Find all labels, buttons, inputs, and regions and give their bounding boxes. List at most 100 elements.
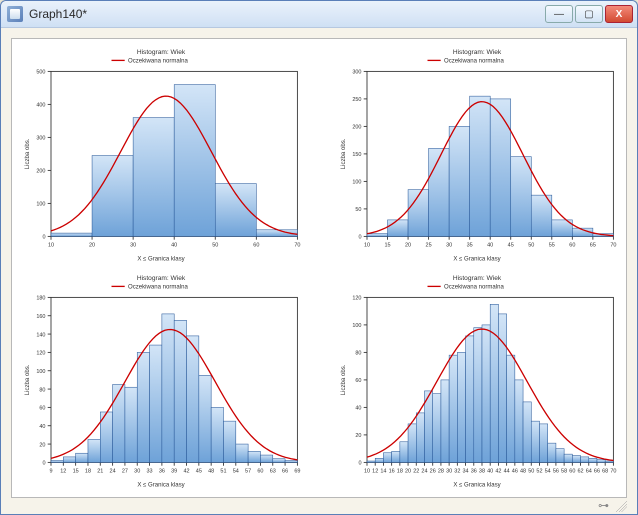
svg-text:52: 52 bbox=[536, 468, 542, 474]
svg-text:0: 0 bbox=[358, 235, 361, 241]
app-window: Graph140* — ▢ X Histogram: Wiek Oczekiwan… bbox=[0, 0, 638, 515]
svg-text:38: 38 bbox=[479, 468, 485, 474]
svg-text:300: 300 bbox=[36, 136, 45, 142]
svg-text:40: 40 bbox=[39, 424, 45, 430]
svg-text:80: 80 bbox=[355, 351, 361, 357]
svg-text:Histogram: Wiek: Histogram: Wiek bbox=[137, 275, 186, 282]
svg-text:140: 140 bbox=[36, 332, 45, 338]
svg-text:Liczba obs.: Liczba obs. bbox=[25, 364, 31, 395]
svg-text:Liczba obs.: Liczba obs. bbox=[341, 364, 347, 395]
svg-text:25: 25 bbox=[426, 242, 432, 248]
maximize-button[interactable]: ▢ bbox=[575, 5, 603, 23]
svg-text:30: 30 bbox=[446, 242, 452, 248]
svg-text:22: 22 bbox=[413, 468, 419, 474]
svg-text:48: 48 bbox=[208, 468, 214, 474]
svg-text:30: 30 bbox=[446, 468, 452, 474]
svg-text:200: 200 bbox=[36, 169, 45, 175]
svg-text:66: 66 bbox=[594, 468, 600, 474]
svg-text:55: 55 bbox=[549, 242, 555, 248]
svg-text:50: 50 bbox=[528, 242, 534, 248]
svg-text:54: 54 bbox=[233, 468, 239, 474]
svg-text:40: 40 bbox=[171, 242, 177, 248]
svg-text:120: 120 bbox=[352, 296, 361, 302]
svg-text:15: 15 bbox=[384, 242, 390, 248]
svg-text:69: 69 bbox=[294, 468, 300, 474]
svg-text:28: 28 bbox=[438, 468, 444, 474]
status-bar: ⊶ bbox=[598, 498, 627, 512]
svg-text:58: 58 bbox=[561, 468, 567, 474]
svg-text:60: 60 bbox=[355, 378, 361, 384]
svg-text:45: 45 bbox=[508, 242, 514, 248]
svg-text:70: 70 bbox=[610, 468, 616, 474]
svg-text:66: 66 bbox=[282, 468, 288, 474]
svg-text:Liczba obs.: Liczba obs. bbox=[25, 138, 31, 169]
svg-text:X ≤ Granica klasy: X ≤ Granica klasy bbox=[137, 257, 185, 263]
svg-text:100: 100 bbox=[352, 180, 361, 186]
svg-text:120: 120 bbox=[36, 351, 45, 357]
client-area: Histogram: WiekOczekiwana normalna 01002… bbox=[1, 28, 637, 514]
svg-text:50: 50 bbox=[528, 468, 534, 474]
chart-panel-3: Histogram: WiekOczekiwana normalna 02040… bbox=[334, 271, 620, 491]
chart-panel-1: Histogram: WiekOczekiwana normalna 05010… bbox=[334, 45, 620, 265]
svg-text:100: 100 bbox=[352, 323, 361, 329]
chart-panel-2: Histogram: Wiek Oczekiwana normalna 0 20 40… bbox=[18, 271, 304, 491]
svg-text:80: 80 bbox=[39, 387, 45, 393]
svg-text:9: 9 bbox=[49, 468, 52, 474]
svg-text:20: 20 bbox=[405, 468, 411, 474]
svg-text:Histogram: Wiek: Histogram: Wiek bbox=[453, 275, 502, 282]
svg-text:46: 46 bbox=[512, 468, 518, 474]
svg-text:45: 45 bbox=[196, 468, 202, 474]
svg-text:50: 50 bbox=[212, 242, 218, 248]
minimize-button[interactable]: — bbox=[545, 5, 573, 23]
svg-text:Oczekiwana normalna: Oczekiwana normalna bbox=[128, 285, 188, 291]
svg-text:27: 27 bbox=[122, 468, 128, 474]
svg-text:60: 60 bbox=[253, 242, 259, 248]
svg-text:54: 54 bbox=[545, 468, 551, 474]
svg-text:39: 39 bbox=[171, 468, 177, 474]
svg-text:33: 33 bbox=[146, 468, 152, 474]
svg-text:44: 44 bbox=[504, 468, 510, 474]
svg-text:0: 0 bbox=[358, 461, 361, 467]
svg-text:500: 500 bbox=[36, 70, 45, 76]
svg-text:12: 12 bbox=[372, 468, 378, 474]
svg-text:150: 150 bbox=[352, 152, 361, 158]
svg-text:20: 20 bbox=[89, 242, 95, 248]
svg-text:200: 200 bbox=[352, 125, 361, 131]
svg-text:160: 160 bbox=[36, 314, 45, 320]
svg-text:57: 57 bbox=[245, 468, 251, 474]
svg-text:68: 68 bbox=[602, 468, 608, 474]
svg-text:20: 20 bbox=[39, 442, 45, 448]
app-icon bbox=[7, 6, 23, 22]
svg-text:12: 12 bbox=[60, 468, 66, 474]
svg-text:26: 26 bbox=[430, 468, 436, 474]
svg-text:50: 50 bbox=[355, 207, 361, 213]
svg-text:21: 21 bbox=[97, 468, 103, 474]
close-button[interactable]: X bbox=[605, 5, 633, 23]
svg-text:70: 70 bbox=[610, 242, 616, 248]
svg-text:51: 51 bbox=[220, 468, 226, 474]
titlebar[interactable]: Graph140* — ▢ X bbox=[1, 1, 637, 28]
svg-text:35: 35 bbox=[467, 242, 473, 248]
svg-text:36: 36 bbox=[471, 468, 477, 474]
svg-text:63: 63 bbox=[270, 468, 276, 474]
svg-text:Oczekiwana normalna: Oczekiwana normalna bbox=[128, 59, 188, 65]
svg-text:62: 62 bbox=[577, 468, 583, 474]
svg-text:24: 24 bbox=[421, 468, 427, 474]
svg-text:15: 15 bbox=[73, 468, 79, 474]
svg-text:60: 60 bbox=[39, 406, 45, 412]
chart-canvas: Histogram: WiekOczekiwana normalna 01002… bbox=[11, 38, 627, 498]
svg-text:10: 10 bbox=[364, 468, 370, 474]
svg-text:40: 40 bbox=[487, 468, 493, 474]
svg-text:180: 180 bbox=[36, 296, 45, 302]
svg-text:16: 16 bbox=[389, 468, 395, 474]
svg-text:60: 60 bbox=[569, 468, 575, 474]
svg-text:40: 40 bbox=[355, 406, 361, 412]
svg-text:X ≤ Granica klasy: X ≤ Granica klasy bbox=[137, 483, 185, 489]
resize-grip-icon[interactable] bbox=[613, 498, 627, 512]
svg-text:30: 30 bbox=[134, 468, 140, 474]
svg-text:48: 48 bbox=[520, 468, 526, 474]
svg-text:10: 10 bbox=[364, 242, 370, 248]
svg-text:60: 60 bbox=[257, 468, 263, 474]
svg-text:42: 42 bbox=[495, 468, 501, 474]
svg-text:0: 0 bbox=[42, 461, 45, 467]
